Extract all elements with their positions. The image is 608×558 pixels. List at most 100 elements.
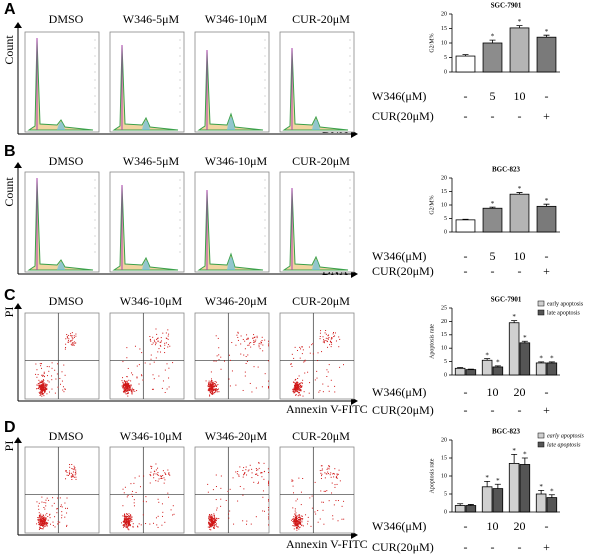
- dot: [210, 520, 212, 522]
- tick-dot: [179, 39, 181, 41]
- dot: [322, 391, 324, 393]
- dot: [294, 521, 296, 523]
- tick-dot: [349, 211, 351, 213]
- dot: [328, 473, 330, 475]
- dot: [308, 392, 310, 394]
- dot: [242, 520, 244, 522]
- dot: [247, 344, 249, 346]
- dot: [41, 528, 43, 530]
- treatment-cell: -: [545, 249, 549, 263]
- dot: [210, 371, 212, 373]
- dot: [123, 520, 125, 522]
- dot: [71, 463, 73, 465]
- dot: [214, 526, 216, 528]
- dot: [130, 516, 132, 518]
- dot: [299, 521, 301, 523]
- dot: [168, 496, 170, 498]
- dot: [71, 478, 73, 480]
- dot: [127, 526, 129, 528]
- dot: [40, 385, 42, 387]
- dot: [331, 343, 333, 345]
- dot: [42, 524, 44, 526]
- tick-dot: [349, 251, 351, 253]
- dot: [215, 519, 217, 521]
- dot: [209, 524, 211, 526]
- dot: [43, 516, 45, 518]
- dot: [207, 491, 209, 493]
- dot: [128, 386, 130, 388]
- tick-dot: [179, 251, 181, 253]
- dot: [137, 526, 139, 528]
- dot: [132, 374, 134, 376]
- dot: [261, 476, 263, 478]
- dot: [167, 492, 169, 494]
- dot: [209, 386, 211, 388]
- dot: [156, 333, 158, 335]
- dot: [122, 515, 124, 517]
- dot: [43, 393, 45, 395]
- dot: [215, 383, 217, 385]
- dot: [321, 468, 323, 470]
- dot: [127, 495, 129, 497]
- dot: [131, 392, 133, 394]
- dot: [209, 515, 211, 517]
- dot: [209, 518, 211, 520]
- dot: [122, 390, 124, 392]
- dot: [64, 374, 66, 376]
- dot: [42, 393, 44, 395]
- treatment-cell: 10: [487, 519, 499, 533]
- dot: [48, 381, 50, 383]
- dot: [252, 337, 254, 339]
- dot: [43, 374, 45, 376]
- dot: [212, 382, 214, 384]
- bar: [536, 205, 557, 233]
- histogram-fill: [27, 177, 94, 271]
- tick-dot: [179, 203, 181, 205]
- tick-dot: [264, 227, 266, 229]
- dot: [312, 343, 314, 345]
- tick-dot: [264, 87, 266, 89]
- tick-dot: [94, 235, 96, 237]
- dot: [149, 336, 151, 338]
- dot: [299, 518, 301, 520]
- dot: [71, 475, 73, 477]
- dot: [246, 523, 248, 525]
- dot: [129, 387, 131, 389]
- dot: [212, 388, 214, 390]
- dot: [239, 466, 241, 468]
- dot: [39, 521, 41, 523]
- dot: [263, 462, 265, 464]
- dot: [296, 518, 298, 520]
- dot: [211, 522, 213, 524]
- dot: [45, 384, 47, 386]
- bar: [508, 462, 520, 513]
- dot: [153, 470, 155, 472]
- tick-dot: [349, 63, 351, 65]
- dot: [262, 510, 264, 512]
- dot: [37, 519, 39, 521]
- dot: [75, 469, 77, 471]
- dot: [296, 383, 298, 385]
- dot: [298, 528, 300, 530]
- dot: [165, 474, 167, 476]
- dot: [60, 504, 62, 506]
- dot: [294, 517, 296, 519]
- dot: [228, 378, 230, 380]
- dot: [124, 391, 126, 393]
- treatment-label: CUR(20μM): [372, 403, 434, 417]
- dot: [211, 518, 213, 520]
- dot: [54, 526, 56, 528]
- dot: [209, 395, 211, 397]
- dot: [232, 477, 234, 479]
- error-bar: [462, 54, 469, 57]
- y-tick-label: 20: [441, 437, 447, 443]
- dot: [295, 512, 297, 514]
- dot: [124, 388, 126, 390]
- dot: [210, 384, 212, 386]
- dot: [328, 465, 330, 467]
- dot: [214, 383, 216, 385]
- dot: [40, 518, 42, 520]
- dot: [65, 346, 67, 348]
- dot: [150, 475, 152, 477]
- dot: [124, 390, 126, 392]
